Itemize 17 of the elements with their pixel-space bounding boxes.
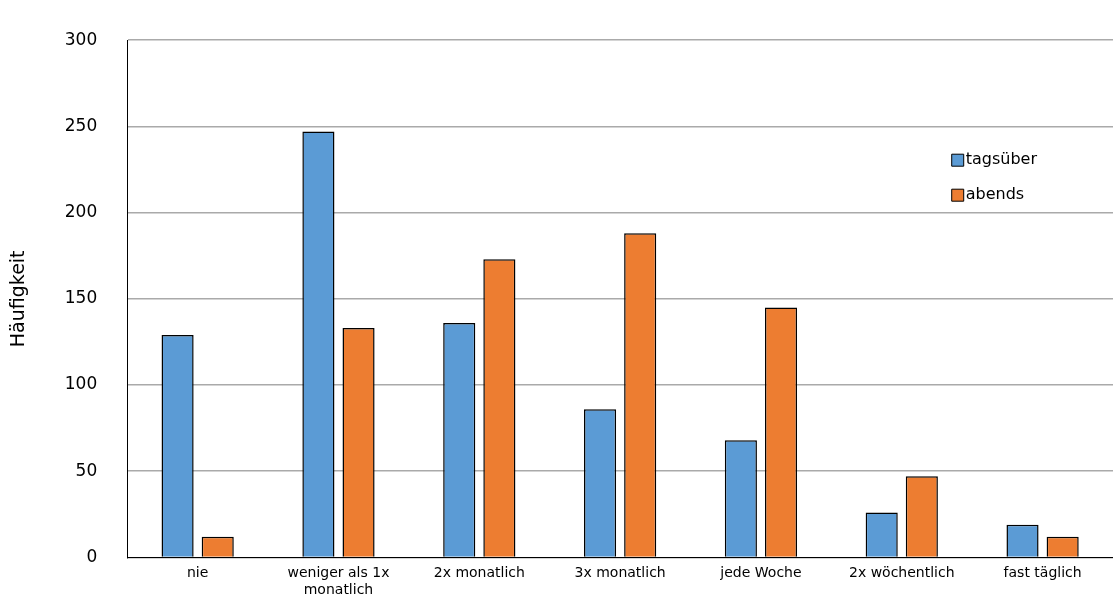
y-tick-label: 100 (64, 373, 98, 394)
x-tick-label: 2x monatlich (433, 564, 525, 581)
x-tick-label: nie (186, 564, 209, 581)
y-tick-label: 200 (64, 201, 98, 222)
legend-label: tagsüber (965, 149, 1038, 169)
x-tick-label: jede Woche (719, 564, 802, 581)
y-axis-title: Häufigkeit (6, 250, 29, 348)
y-tick-label: 250 (64, 114, 98, 135)
x-tick-label: 2x wöchentlich (848, 564, 955, 581)
x-tick-label: 3x monatlich (574, 564, 666, 581)
x-tick-label: fast täglich (1003, 564, 1082, 581)
y-tick-label: 300 (64, 28, 98, 49)
y-tick-label: 50 (75, 459, 98, 480)
legend-label: abends (965, 184, 1025, 204)
y-tick-label: 150 (64, 287, 98, 308)
x-tick-label: weniger als 1x monatlich (287, 564, 390, 598)
y-tick-label: 0 (86, 545, 98, 566)
